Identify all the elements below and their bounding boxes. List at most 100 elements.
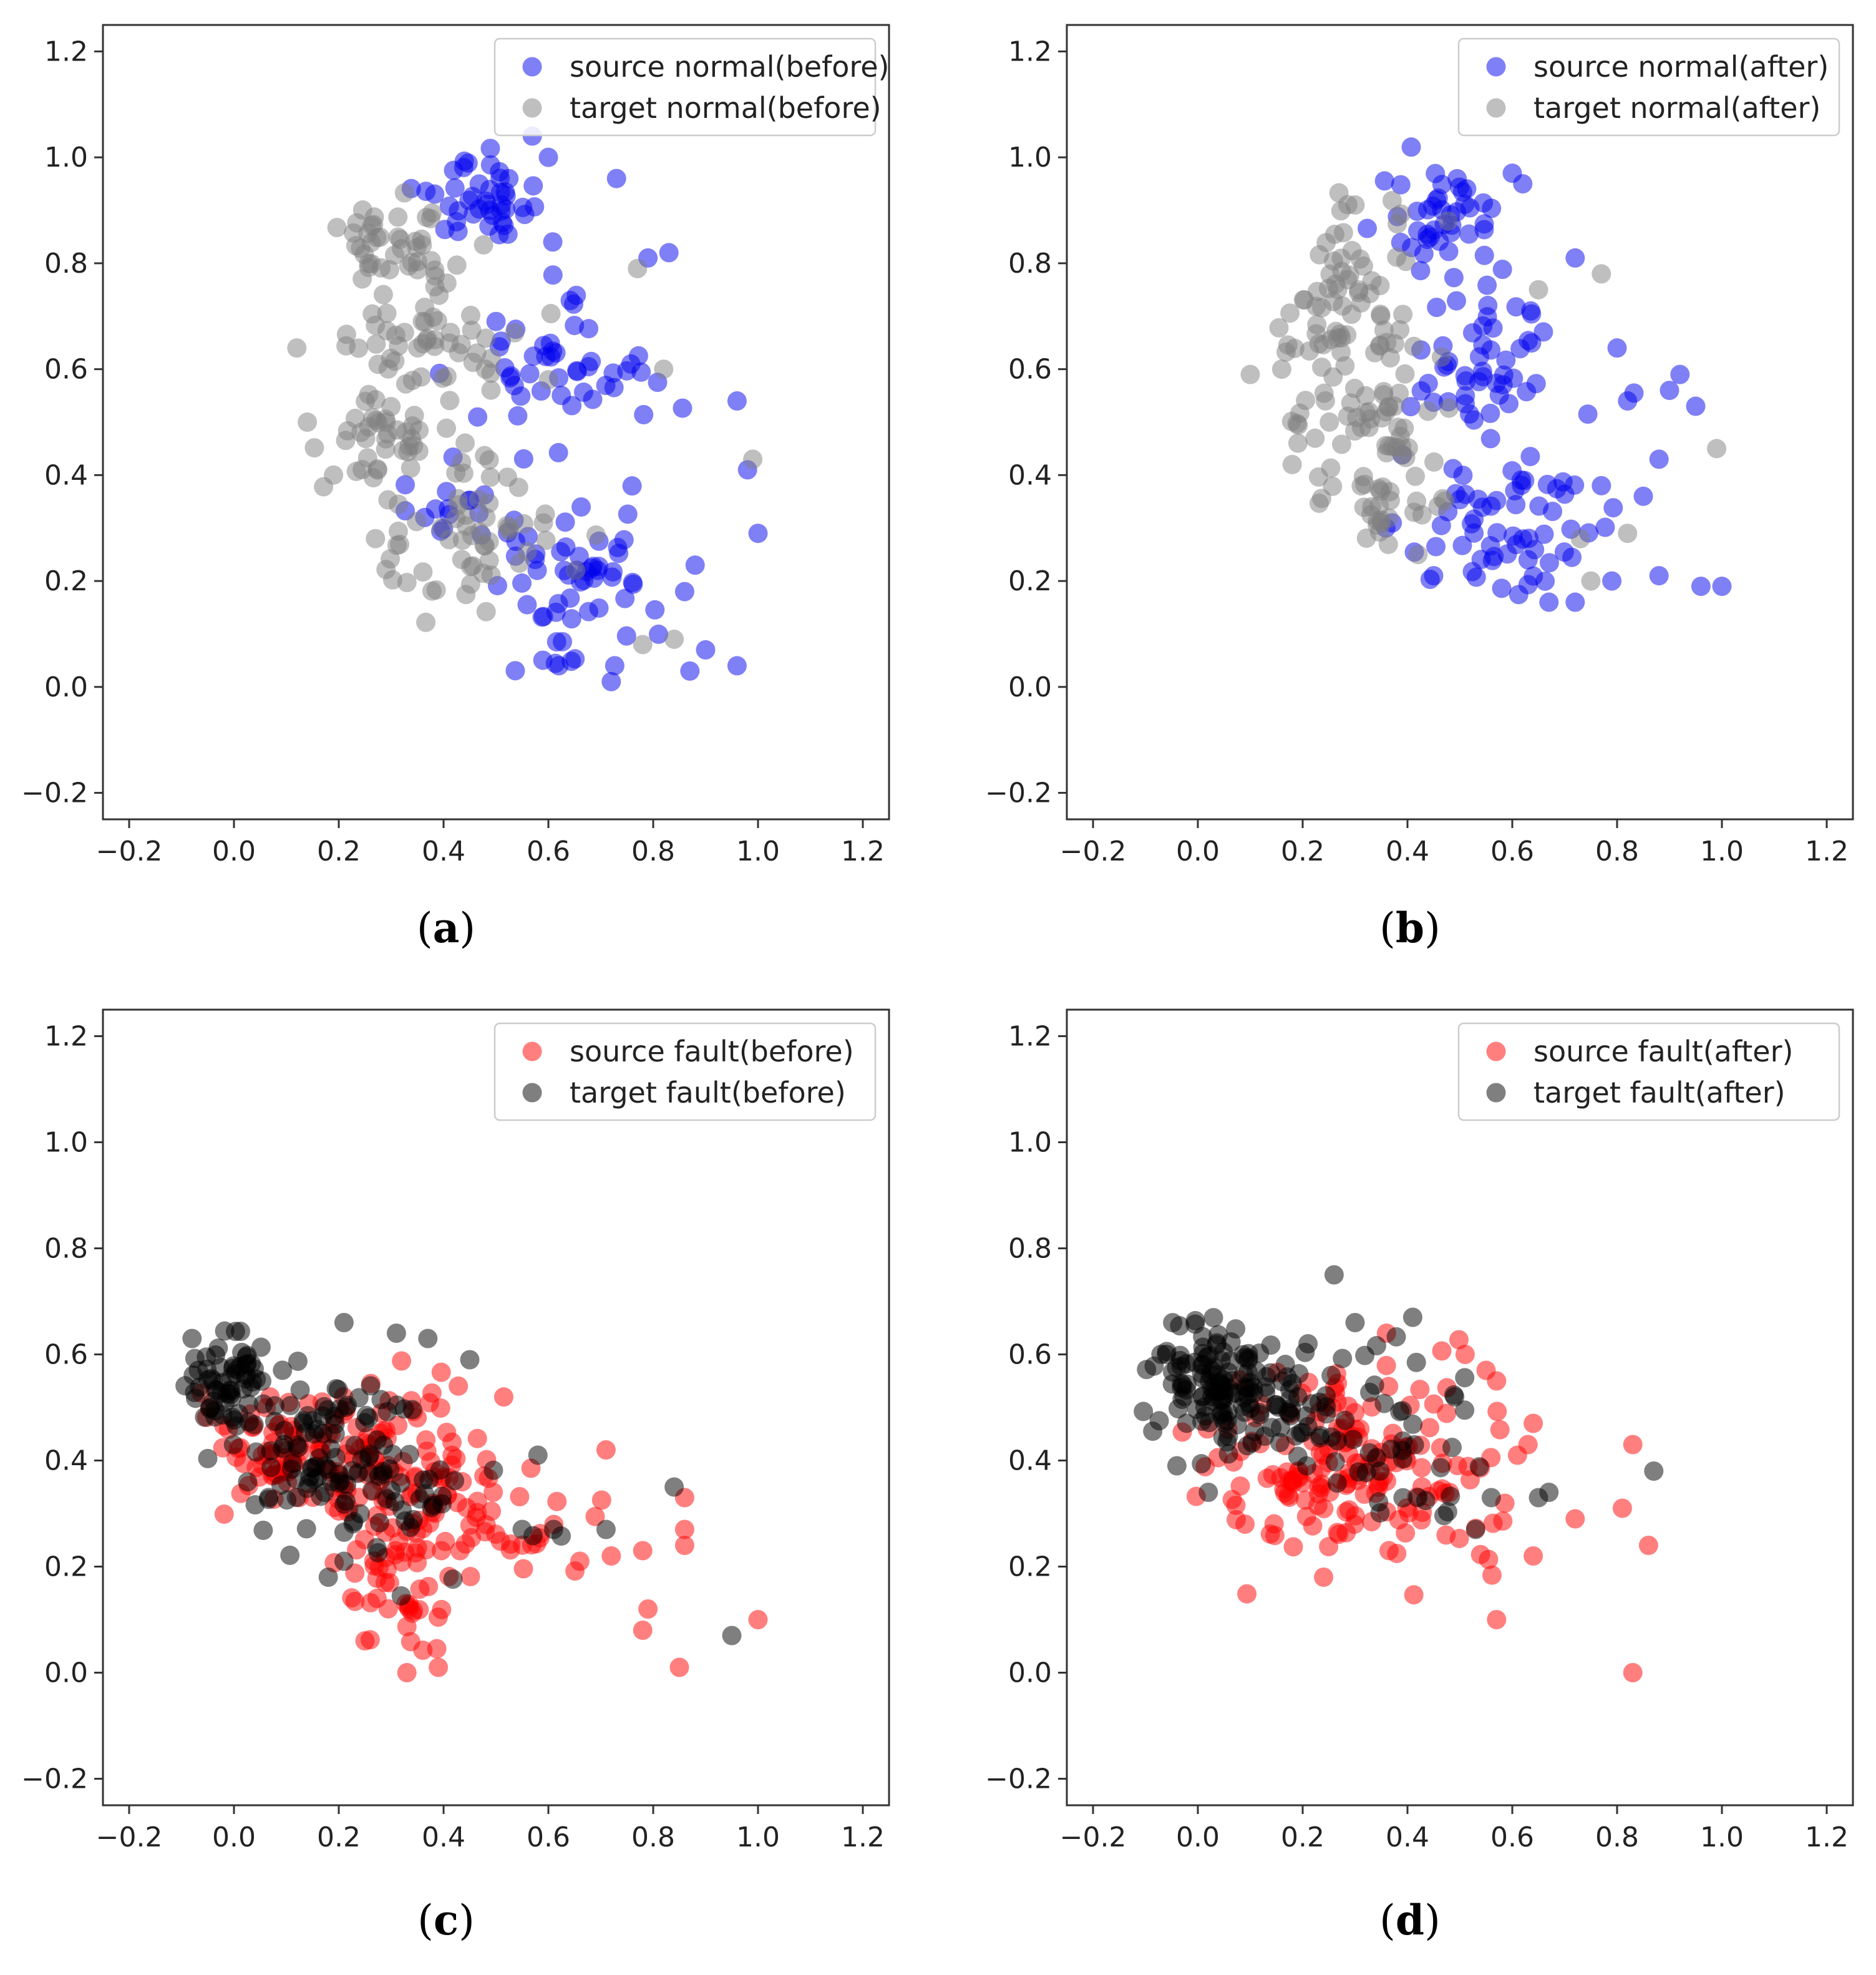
data-point	[633, 1621, 653, 1640]
data-point	[1649, 566, 1669, 586]
data-point	[533, 650, 553, 670]
data-point	[1391, 175, 1411, 195]
data-point	[190, 1377, 210, 1397]
data-point	[727, 656, 747, 676]
data-point	[479, 493, 499, 513]
data-point	[1374, 1393, 1394, 1413]
data-point	[567, 361, 587, 381]
data-point	[1482, 1565, 1502, 1585]
data-point	[388, 1415, 408, 1435]
data-point	[367, 228, 387, 248]
data-point	[1143, 1422, 1163, 1441]
data-point	[475, 359, 495, 379]
data-point	[1712, 577, 1732, 597]
legend-box	[493, 37, 877, 137]
data-point	[1193, 1327, 1213, 1347]
data-point	[616, 626, 636, 646]
y-tick-label: 1.2	[44, 36, 88, 67]
data-point	[1445, 1387, 1465, 1407]
data-point	[628, 346, 648, 366]
data-point	[1261, 1335, 1281, 1355]
data-point	[1462, 562, 1482, 582]
legend-label: target fault(before)	[570, 1076, 846, 1109]
data-point	[223, 1435, 243, 1455]
data-point	[1308, 467, 1328, 487]
data-point	[345, 1591, 365, 1611]
y-tick-label: 1.2	[1008, 36, 1052, 67]
data-point	[443, 1569, 463, 1589]
data-point	[379, 1573, 399, 1592]
data-point	[1333, 296, 1353, 316]
data-point	[1424, 452, 1444, 472]
data-point	[1296, 1456, 1316, 1476]
data-point	[1336, 1523, 1356, 1543]
y-tick-label: 0.2	[1008, 565, 1052, 597]
x-tick-label: 0.4	[1386, 836, 1429, 867]
data-point	[1439, 398, 1459, 418]
data-point	[446, 509, 466, 529]
data-point	[394, 183, 414, 203]
panel-label: (d)	[1379, 1896, 1441, 1944]
data-point	[1255, 1426, 1275, 1446]
legend: source fault(after) target fault(after)	[1457, 1022, 1840, 1121]
data-point	[1431, 1458, 1451, 1478]
data-point	[1581, 571, 1601, 591]
data-point	[1270, 1433, 1290, 1453]
x-tick-label: 0.8	[631, 836, 675, 867]
data-point	[416, 612, 436, 632]
legend-label: source normal(before)	[570, 50, 890, 84]
data-point	[1520, 447, 1540, 467]
y-tick-label: 1.2	[1008, 1021, 1052, 1053]
data-point	[1345, 195, 1365, 215]
data-point	[1324, 1265, 1344, 1285]
data-point	[1271, 1417, 1291, 1437]
data-point	[221, 1388, 241, 1408]
data-point	[368, 354, 388, 374]
data-point	[386, 1324, 406, 1343]
data-point	[604, 378, 624, 397]
y-tick-label: 0.2	[44, 565, 88, 597]
data-point	[1472, 361, 1492, 381]
data-point	[388, 207, 408, 227]
data-point	[479, 532, 499, 552]
data-point	[392, 239, 412, 259]
data-point	[1487, 1402, 1507, 1422]
data-point	[286, 1488, 306, 1508]
data-point	[1329, 183, 1349, 203]
data-point	[304, 438, 324, 458]
data-point	[1307, 315, 1327, 334]
data-point	[1396, 1523, 1416, 1543]
data-point	[430, 1460, 450, 1480]
legend-marker	[522, 98, 542, 118]
data-point	[1280, 303, 1300, 323]
legend-marker	[522, 57, 542, 77]
y-tick-label: 0.6	[1008, 354, 1052, 386]
data-point	[1592, 264, 1611, 284]
data-point	[633, 635, 653, 655]
data-point	[425, 184, 445, 204]
data-point	[458, 153, 478, 173]
data-point	[1296, 1406, 1316, 1426]
legend: source fault(before) target fault(before)	[493, 1022, 877, 1121]
data-point	[1487, 1371, 1507, 1391]
x-tick-label: −0.2	[1060, 836, 1127, 867]
data-point	[1633, 486, 1653, 506]
data-point	[1192, 1355, 1212, 1375]
y-tick-label: 1.0	[44, 142, 88, 173]
data-point	[283, 1453, 303, 1473]
data-point	[1311, 1478, 1331, 1498]
data-point	[654, 359, 674, 379]
y-tick-label: 1.0	[44, 1127, 88, 1159]
data-point	[1431, 347, 1451, 367]
data-point	[271, 1475, 291, 1495]
data-point	[361, 1592, 381, 1612]
data-point	[1374, 171, 1394, 191]
data-point	[565, 316, 585, 336]
data-point	[298, 412, 318, 432]
data-point	[1342, 241, 1362, 261]
data-point	[570, 1551, 590, 1571]
data-point	[1359, 417, 1379, 437]
x-tick-label: 0.6	[527, 1821, 570, 1853]
data-point	[325, 1424, 345, 1444]
data-point	[1378, 534, 1398, 554]
